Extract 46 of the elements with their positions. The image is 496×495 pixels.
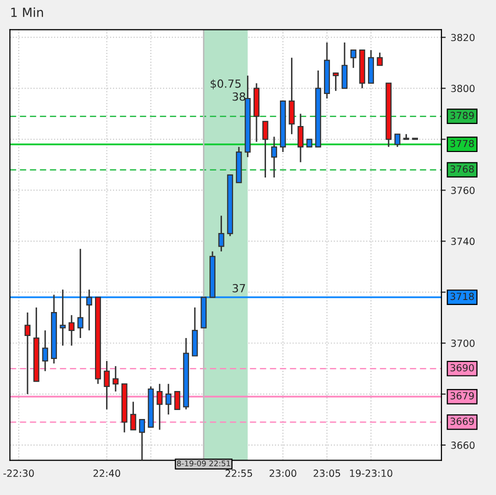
y-tick-label: 3820 — [451, 34, 475, 42]
x-tick-label: 23:00 — [270, 470, 296, 477]
candlestick — [218, 215, 224, 252]
candlestick — [104, 360, 110, 410]
chart-title: 1 Min — [11, 7, 43, 17]
x-tick-label: 23:05 — [314, 470, 340, 477]
candlestick — [165, 383, 172, 416]
x-tick-label: 22:40 — [93, 470, 120, 477]
annotation: 37 — [232, 284, 246, 292]
candlestick — [42, 330, 48, 372]
candlestick — [332, 72, 339, 92]
y-tick-label: 3700 — [451, 340, 475, 347]
candlestick — [271, 136, 278, 178]
candlestick — [139, 418, 145, 460]
candlestick — [288, 57, 295, 135]
candlestick — [298, 113, 304, 163]
x-tick-label: 19-23:10 — [350, 470, 392, 477]
candlestick — [342, 42, 348, 90]
y-tick-label: 3760 — [451, 186, 475, 194]
ref-line-label: 3690 — [450, 364, 474, 372]
candlestick — [77, 248, 84, 339]
candlestick — [262, 120, 268, 178]
y-tick-label: 3740 — [451, 238, 475, 246]
x-tick-label: -22:30 — [3, 470, 34, 477]
candlestick — [130, 401, 136, 430]
candlestick — [376, 52, 383, 66]
candlestick — [394, 133, 400, 148]
candlestick — [60, 288, 66, 346]
annotation: $0.75 — [210, 79, 241, 90]
x-tick-label: 22:55 — [226, 470, 252, 477]
candlestick — [112, 365, 119, 392]
candlestick — [174, 390, 180, 410]
ref-line-label: 3669 — [450, 418, 474, 425]
ref-line-label: 3718 — [450, 292, 474, 300]
candlestick — [68, 314, 75, 346]
candlestick — [156, 383, 163, 430]
ref-line-label: 3789 — [450, 112, 474, 120]
y-tick-label: 3800 — [451, 84, 475, 92]
annotation: 38 — [232, 92, 246, 101]
ref-line-label: 3778 — [450, 140, 474, 148]
ref-line-label: 3768 — [450, 165, 474, 173]
ref-line-label: 3679 — [450, 392, 474, 400]
candlestick — [86, 288, 92, 332]
candlestick — [350, 49, 356, 69]
candlestick — [24, 312, 31, 395]
y-tick-label: 3660 — [451, 442, 475, 449]
